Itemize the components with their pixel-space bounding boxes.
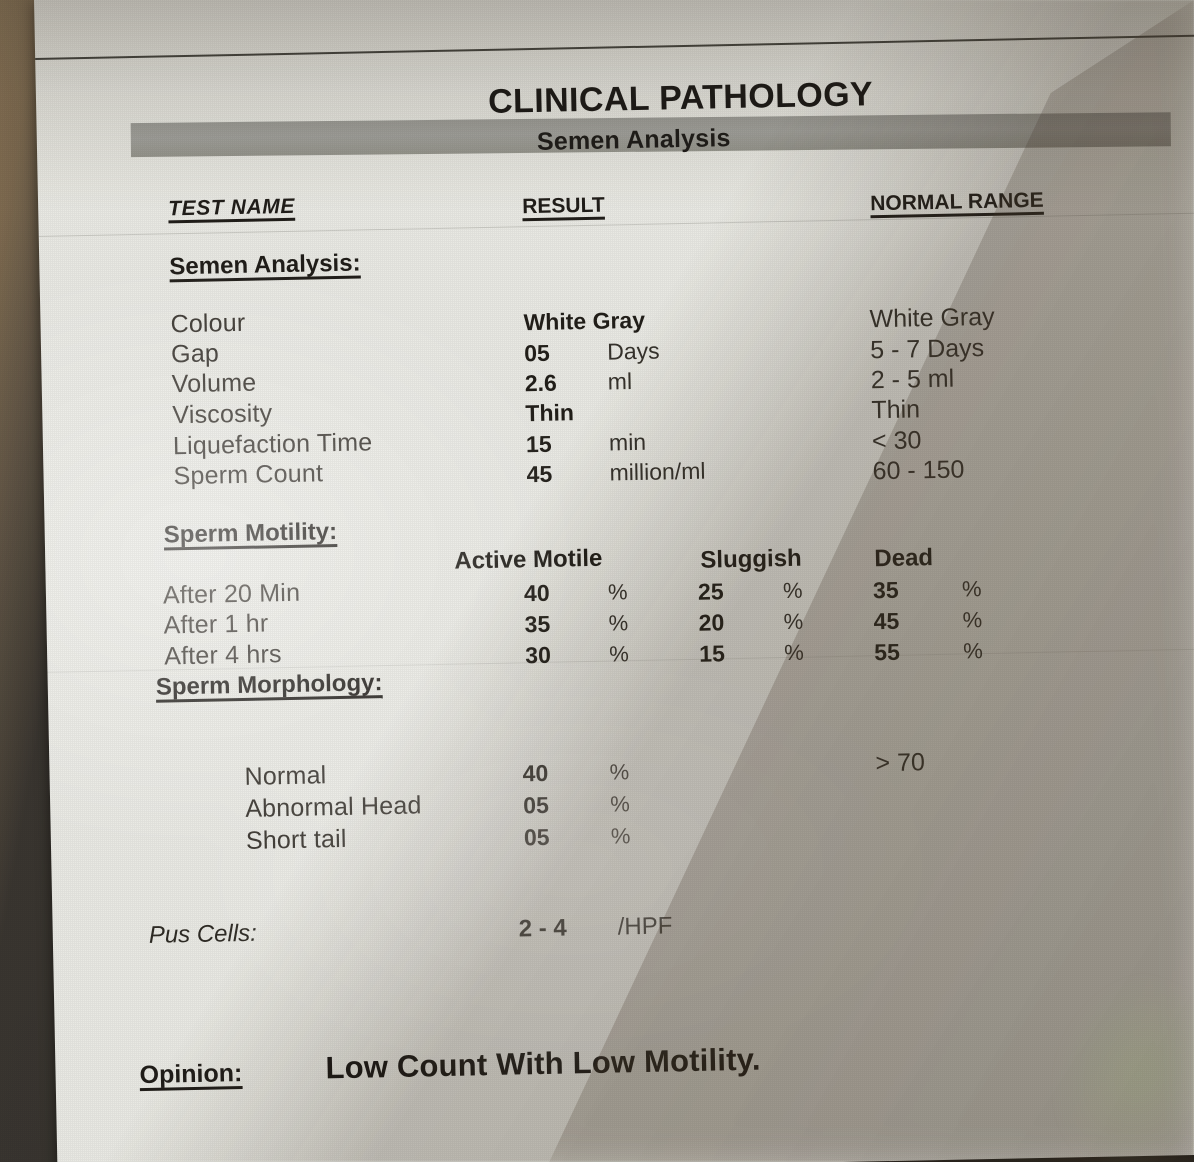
percent-symbol: % xyxy=(962,607,983,633)
motility-column-header-active-motile: Active Motile xyxy=(454,544,603,575)
morphology-result: 05 xyxy=(523,823,550,851)
report-subtitle: Semen Analysis xyxy=(536,124,731,156)
column-header-test-name: TEST NAME xyxy=(167,194,296,221)
report-paper: CLINICAL PATHOLOGY Semen Analysis TEST N… xyxy=(34,0,1194,1162)
morphology-row-label: Normal xyxy=(244,761,327,791)
column-header-result: RESULT xyxy=(522,193,605,219)
motility-sluggish: 20 xyxy=(698,609,725,636)
motility-row-label: After 20 Min xyxy=(162,578,301,610)
row-result: 2.6 xyxy=(524,369,558,397)
percent-symbol: % xyxy=(608,641,630,667)
percent-symbol: % xyxy=(783,639,805,666)
row-normal: White Gray xyxy=(869,302,995,334)
morphology-normal-range: > 70 xyxy=(875,748,926,778)
pus-cells-result: 2 - 4 xyxy=(518,914,568,943)
motility-dead: 35 xyxy=(872,576,899,604)
percent-symbol: % xyxy=(608,610,629,636)
row-result: 15 xyxy=(525,430,552,458)
row-result: 45 xyxy=(526,460,553,488)
row-normal: Thin xyxy=(871,395,921,425)
percent-symbol: % xyxy=(961,576,982,602)
motility-sluggish: 25 xyxy=(697,578,724,605)
percent-symbol: % xyxy=(963,638,984,664)
row-normal: 2 - 5 ml xyxy=(870,364,955,395)
row-normal: 60 - 150 xyxy=(872,455,965,486)
section-heading-sperm-morphology: Sperm Morphology: xyxy=(155,669,383,701)
opinion-text: Low Count With Low Motility. xyxy=(325,1041,761,1086)
report-title: CLINICAL PATHOLOGY xyxy=(487,75,874,121)
motility-column-header-sluggish: Sluggish xyxy=(700,544,802,574)
row-unit: Days xyxy=(606,337,660,365)
row-normal: < 30 xyxy=(871,426,922,456)
row-label: Liquefaction Time xyxy=(172,428,373,461)
motility-sluggish: 15 xyxy=(698,640,726,667)
report-content: CLINICAL PATHOLOGY Semen Analysis TEST N… xyxy=(34,0,1194,1162)
motility-active-motile: 30 xyxy=(524,641,552,669)
percent-symbol: % xyxy=(607,579,628,605)
row-unit: min xyxy=(608,428,647,456)
row-label: Gap xyxy=(170,339,220,369)
row-unit: million/ml xyxy=(609,457,706,486)
opinion-label: Opinion: xyxy=(139,1059,243,1090)
motility-active-motile: 35 xyxy=(524,610,551,638)
row-unit: ml xyxy=(607,368,633,395)
morphology-result: 05 xyxy=(523,791,550,819)
motility-row-label: After 4 hrs xyxy=(163,640,282,671)
row-label: Volume xyxy=(171,368,257,399)
section-heading-semen-analysis: Semen Analysis: xyxy=(169,249,361,281)
row-result: White Gray xyxy=(523,306,646,336)
morphology-row-label: Abnormal Head xyxy=(244,791,422,823)
morphology-result: 40 xyxy=(522,759,549,787)
column-header-normal-range: NORMAL RANGE xyxy=(870,188,1044,216)
motility-dead: 45 xyxy=(873,607,900,635)
motility-dead: 55 xyxy=(873,638,901,666)
percent-symbol: % xyxy=(609,759,630,785)
row-label: Sperm Count xyxy=(173,459,324,491)
motility-active-motile: 40 xyxy=(523,579,550,607)
pus-cells-unit: /HPF xyxy=(617,912,673,941)
row-normal: 5 - 7 Days xyxy=(869,334,985,365)
percent-symbol: % xyxy=(783,608,804,635)
percent-symbol: % xyxy=(610,791,631,817)
row-result: 05 xyxy=(523,339,551,367)
row-label: Colour xyxy=(170,308,246,339)
row-label: Viscosity xyxy=(172,399,273,430)
morphology-row-label: Short tail xyxy=(245,824,347,855)
motility-column-header-dead: Dead xyxy=(874,544,934,573)
section-heading-sperm-motility: Sperm Motility: xyxy=(163,518,338,549)
pus-cells-label: Pus Cells: xyxy=(148,919,258,949)
percent-symbol: % xyxy=(610,823,631,849)
row-result: Thin xyxy=(525,399,575,427)
motility-row-label: After 1 hr xyxy=(163,609,269,640)
percent-symbol: % xyxy=(782,577,803,604)
